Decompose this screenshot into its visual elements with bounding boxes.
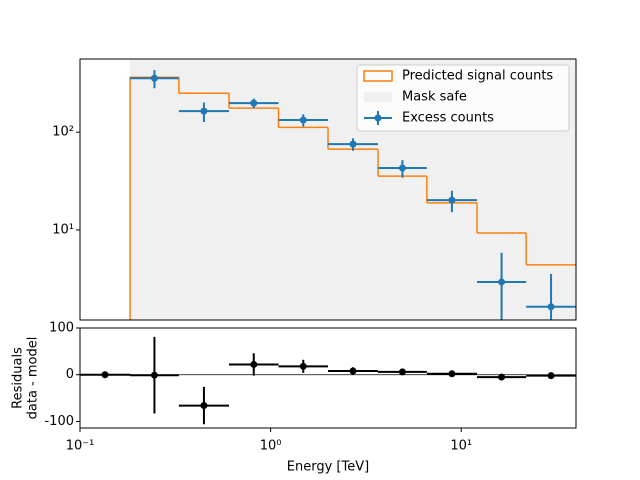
point xyxy=(498,373,506,381)
point xyxy=(101,371,109,379)
legend-label: Predicted signal counts xyxy=(402,69,553,84)
x-tick-label: 10¹ xyxy=(450,439,472,454)
legend-swatch xyxy=(374,114,382,122)
point xyxy=(150,371,158,379)
point xyxy=(349,140,357,148)
point xyxy=(250,360,258,368)
axes-overlay: 10¹ 10² Predicted signal counts Mask safe Ex… xyxy=(11,58,577,475)
point xyxy=(250,99,258,107)
point xyxy=(547,372,555,380)
y-tick-label: 10¹ xyxy=(52,222,74,237)
point xyxy=(299,116,307,124)
point xyxy=(547,303,555,311)
y-tick-label: 0 xyxy=(66,367,74,382)
point xyxy=(200,402,208,410)
legend-swatch xyxy=(363,70,393,82)
x-tick-label: 10⁻¹ xyxy=(66,439,95,454)
residual-plot xyxy=(80,336,576,425)
point xyxy=(349,367,357,375)
point xyxy=(200,107,208,115)
point xyxy=(299,362,307,370)
legend-label: Excess counts xyxy=(402,111,494,126)
legend-swatch xyxy=(364,92,392,102)
axes-frame xyxy=(79,327,577,429)
point xyxy=(448,370,456,378)
y-tick-label: 100 xyxy=(49,321,74,336)
x-tick-label: 10⁰ xyxy=(260,439,282,454)
point xyxy=(398,164,406,172)
point xyxy=(448,196,456,204)
y-tick-label: 10² xyxy=(52,125,74,140)
x-axis-label: Energy [TeV] xyxy=(287,460,369,475)
y-axis-label: data - model xyxy=(26,337,41,420)
y-axis-label: Residuals xyxy=(11,347,26,409)
point xyxy=(398,368,406,376)
y-tick-label: -100 xyxy=(44,414,74,429)
point xyxy=(498,278,506,286)
axes-frame xyxy=(79,58,577,321)
legend-label: Mask safe xyxy=(402,90,467,105)
legend-box xyxy=(356,64,570,132)
point xyxy=(150,74,158,82)
